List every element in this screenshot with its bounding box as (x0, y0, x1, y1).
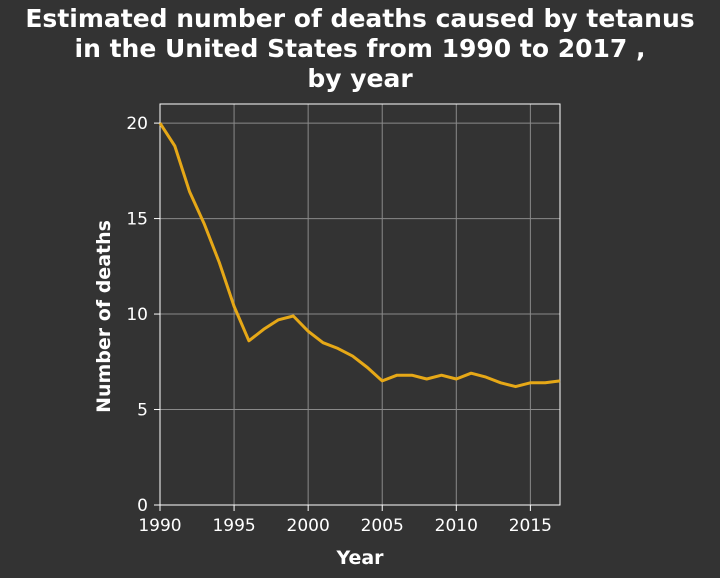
x-tick-label: 1990 (138, 516, 181, 536)
y-tick-label: 15 (126, 210, 148, 230)
x-tick-label: 1995 (212, 516, 255, 536)
grid (159, 104, 560, 506)
plot-frame (159, 103, 561, 506)
x-tick-label: 2000 (287, 516, 330, 536)
chart-title: Estimated number of deaths caused by tet… (0, 4, 720, 94)
y-tick-label: 10 (126, 305, 148, 325)
chart-title-line-1: Estimated number of deaths caused by tet… (25, 4, 695, 33)
y-axis-label: Number of deaths (93, 220, 115, 413)
x-tick-label: 2010 (435, 516, 478, 536)
y-tick-label: 0 (137, 496, 148, 516)
series-line (158, 122, 561, 389)
y-tick-label: 20 (126, 114, 148, 134)
chart-title-line-3: by year (307, 64, 413, 93)
chart-title-line-2: in the United States from 1990 to 2017 , (74, 34, 646, 63)
x-tick-label: 2005 (361, 516, 404, 536)
axes: 1990 1995 2000 2005 2010 2015 0 5 10 15 20 (126, 103, 561, 536)
series (158, 122, 561, 389)
x-tick-label: 2015 (509, 516, 552, 536)
x-axis-label: Year (335, 547, 384, 569)
y-tick-label: 5 (137, 401, 148, 421)
